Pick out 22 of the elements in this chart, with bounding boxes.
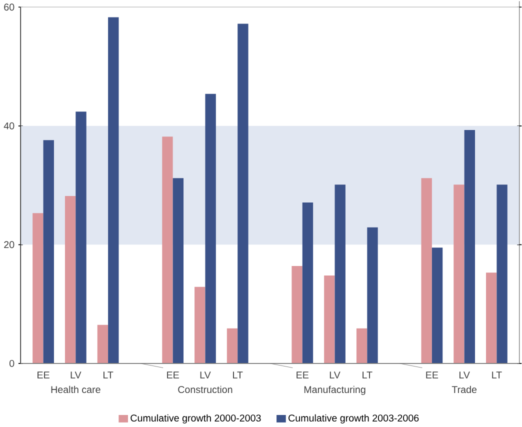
- y-tick-label: 20: [4, 240, 14, 248]
- text: Construction: [178, 386, 232, 393]
- text: Trade: [452, 386, 477, 393]
- legend-label: Cumulative growth 2003-2006: [288, 414, 419, 424]
- x-tick-label: EE: [38, 371, 50, 378]
- x-tick-label: LT: [362, 371, 372, 378]
- y-tick-label: 60: [4, 3, 14, 10]
- x-tick-label: LT: [492, 371, 502, 378]
- y-tick-label: 0: [9, 360, 14, 367]
- x-tick-label: LV: [330, 371, 340, 378]
- x-tick-label: LV: [200, 371, 211, 378]
- x-tick-label: LV: [70, 371, 82, 378]
- y-tick-label: 40: [4, 122, 14, 130]
- x-tick-label: EE: [167, 371, 179, 378]
- legend-label: Cumulative growth 2000-2003: [130, 414, 261, 424]
- text: Health care: [51, 386, 100, 393]
- x-tick-label: EE: [296, 371, 309, 378]
- x-tick-label: LV: [459, 371, 470, 378]
- x-tick-label: LT: [103, 371, 114, 378]
- text: Manufacturing: [304, 386, 366, 395]
- x-tick-label: EE: [426, 371, 438, 378]
- x-tick-label: LT: [233, 371, 243, 378]
